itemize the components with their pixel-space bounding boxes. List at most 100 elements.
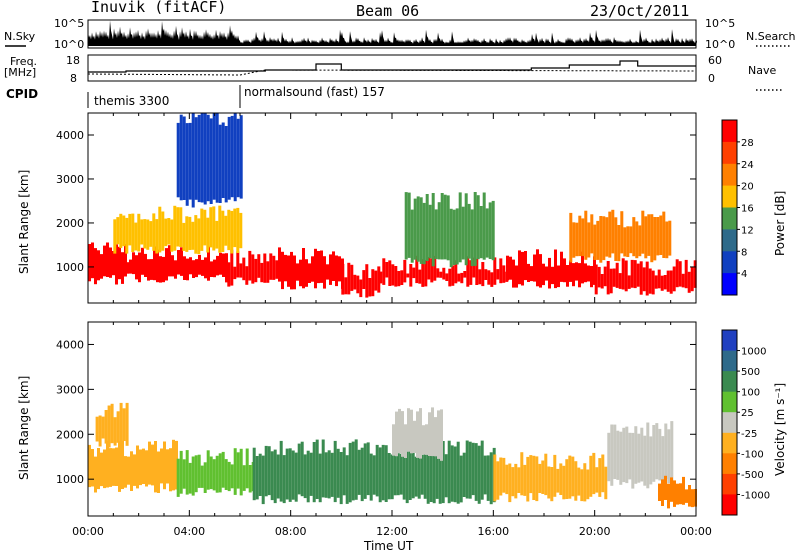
power-panel-band bbox=[506, 249, 596, 289]
power-panel-cell bbox=[311, 256, 314, 282]
velocity-panel-cell bbox=[568, 455, 572, 499]
velocity-panel-cell bbox=[236, 452, 240, 489]
velocity-panel-cell bbox=[200, 465, 204, 488]
power-panel-cell bbox=[225, 253, 228, 283]
power-panel-cell bbox=[158, 206, 162, 253]
power-panel-cell bbox=[484, 269, 488, 280]
power-panel-cell bbox=[290, 251, 293, 290]
velocity-colorbar-tick-label: -100 bbox=[741, 449, 764, 460]
power-panel-cell bbox=[176, 122, 180, 198]
velocity-panel-cell bbox=[598, 458, 602, 497]
power-panel-cell bbox=[186, 258, 189, 281]
velocity-panel-cell bbox=[324, 452, 328, 498]
power-panel-cell bbox=[233, 266, 237, 280]
power-panel-cell bbox=[464, 193, 468, 266]
power-panel-cell bbox=[412, 267, 416, 279]
power-panel-cell bbox=[218, 124, 222, 203]
velocity-panel-cell bbox=[592, 452, 596, 495]
power-panel-cell bbox=[642, 267, 646, 292]
power-panel-cell bbox=[590, 214, 594, 254]
velocity-panel-cell bbox=[179, 450, 183, 494]
power-panel-cell bbox=[177, 250, 180, 275]
power-panel-cell bbox=[427, 257, 431, 280]
power-panel-cell bbox=[121, 252, 124, 284]
power-panel-cell bbox=[204, 257, 207, 279]
velocity-panel-cell bbox=[233, 448, 237, 495]
power-panel-cell bbox=[482, 192, 486, 260]
velocity-colorbar-swatch bbox=[722, 432, 737, 454]
velocity-panel-cell bbox=[682, 476, 685, 505]
power-panel-cell bbox=[171, 255, 174, 277]
velocity-panel-cell bbox=[91, 449, 94, 487]
power-panel-cell bbox=[188, 122, 192, 200]
velocity-panel-cell bbox=[160, 448, 163, 484]
power-panel-cell bbox=[647, 214, 651, 256]
power-panel-cell bbox=[350, 264, 354, 291]
time-tick-label: 00:00 bbox=[680, 525, 712, 538]
power-panel-cell bbox=[94, 248, 97, 285]
velocity-panel-cell bbox=[607, 432, 611, 482]
power-panel-cell bbox=[173, 205, 177, 251]
power-panel-cell bbox=[487, 270, 491, 285]
power-panel-cell bbox=[449, 208, 453, 268]
nave-tick-top: 60 bbox=[708, 54, 722, 67]
radar-title: Inuvik (fitACF) bbox=[91, 0, 227, 16]
power-panel-cell bbox=[147, 259, 150, 281]
velocity-panel-cell bbox=[440, 409, 443, 461]
velocity-panel-cell bbox=[441, 441, 445, 504]
velocity-panel-cell bbox=[517, 467, 521, 493]
power-panel-cell bbox=[687, 271, 691, 293]
velocity-panel-cell bbox=[411, 439, 415, 499]
power-colorbar-tick-label: 20 bbox=[741, 182, 754, 193]
power-panel-cell bbox=[239, 115, 243, 199]
velocity-panel-cell bbox=[245, 448, 249, 489]
power-panel-cell bbox=[224, 126, 228, 203]
power-panel-cell bbox=[406, 273, 410, 278]
power-panel-cell bbox=[260, 262, 264, 283]
power-panel-cell bbox=[138, 252, 141, 283]
velocity-panel-cell bbox=[95, 416, 99, 442]
power-panel-cell bbox=[466, 256, 470, 287]
time-tick-label: 20:00 bbox=[579, 525, 611, 538]
power-panel-cell bbox=[440, 193, 444, 260]
nave-tick-bottom: 0 bbox=[708, 72, 715, 85]
power-panel-cell bbox=[596, 220, 600, 260]
velocity-panel-ytick-label: 2000 bbox=[56, 428, 84, 441]
freq-strip-frame bbox=[87, 54, 697, 82]
power-panel-cell bbox=[493, 257, 497, 285]
power-panel-cell bbox=[590, 266, 593, 288]
power-panel-cell bbox=[518, 250, 521, 285]
velocity-panel-cell bbox=[634, 426, 638, 484]
power-panel-cell bbox=[200, 208, 204, 251]
velocity-panel-cell bbox=[493, 454, 497, 502]
velocity-colorbar-swatch bbox=[722, 391, 737, 413]
velocity-panel-cell bbox=[447, 440, 451, 504]
power-panel-cell bbox=[624, 260, 628, 292]
power-panel-cell bbox=[416, 196, 420, 262]
velocity-panel-cell bbox=[209, 456, 213, 490]
freq-tick-top: 18 bbox=[66, 54, 80, 67]
power-panel-cell bbox=[475, 258, 479, 285]
power-panel-cell bbox=[189, 257, 192, 275]
velocity-panel-cell bbox=[616, 430, 620, 480]
velocity-panel-cell bbox=[122, 408, 126, 441]
power-panel-cell bbox=[481, 262, 485, 287]
power-panel-ytick-label: 3000 bbox=[56, 173, 84, 186]
power-panel-cell bbox=[266, 261, 270, 283]
power-panel-cell bbox=[668, 220, 672, 256]
velocity-panel-cell bbox=[318, 453, 322, 503]
power-panel-cell bbox=[338, 256, 341, 282]
velocity-colorbar-swatch bbox=[722, 494, 737, 516]
power-panel-cell bbox=[236, 118, 240, 198]
power-panel-cell bbox=[490, 272, 494, 287]
velocity-panel-cell bbox=[477, 445, 481, 504]
velocity-panel-cell bbox=[619, 431, 623, 485]
velocity-panel-cell bbox=[88, 444, 91, 488]
power-panel-band bbox=[88, 242, 127, 285]
power-panel-band bbox=[176, 113, 243, 208]
velocity-panel-cell bbox=[166, 449, 169, 484]
power-panel-cell bbox=[143, 219, 147, 249]
velocity-panel-cell bbox=[175, 440, 178, 490]
power-panel-cell bbox=[212, 206, 216, 251]
velocity-colorbar-swatch bbox=[722, 473, 737, 495]
